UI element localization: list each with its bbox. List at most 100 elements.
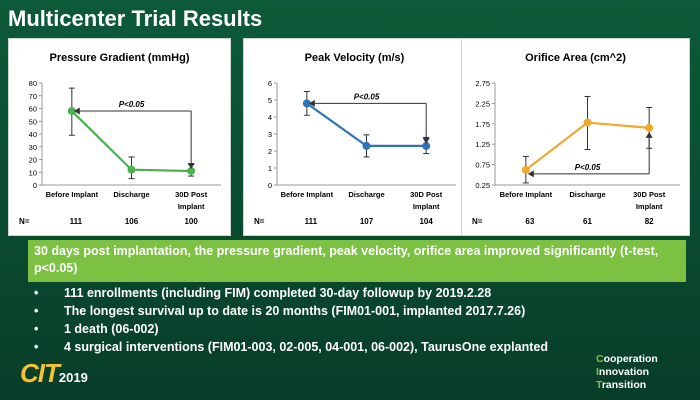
annotation-arrowhead [527,170,534,178]
chart-title: Pressure Gradient (mmHg) [50,52,190,64]
tagline-rest: ransition [601,379,647,391]
x-tick-label: Before Implant [281,190,334,199]
peak-velocity-chart: Peak Velocity (m/s) 0 1 2 3 4 5 6 Before Implant… [254,52,456,226]
orifice-area-chart: Orifice Area (cm^2) 0.25 0.75 1.25 1.75 2.25 2… [472,52,680,226]
tagline-line: Transition [596,379,658,392]
tagline-initial: I [596,366,599,378]
y-tick-label: 0.75 [475,161,490,170]
x-tick-label: 30D Post [633,190,666,199]
y-tick-label: 10 [29,168,37,177]
findings-list-item: • The longest survival up to date is 20 m… [34,302,548,320]
x-tick-label: 30D Post [175,190,208,199]
pressure-gradient-panel: Pressure Gradient (mmHg) 0 10 20 30 40 50 60 70 8… [8,38,231,236]
cit-logo: CIT2019 [20,358,88,389]
y-tick-label: 1.75 [475,120,490,129]
bullet-marker: • [34,304,39,318]
bullet-marker: • [34,340,39,354]
pressure-gradient-chart: Pressure Gradient (mmHg) 0 10 20 30 40 50 60 70 8… [19,52,221,226]
y-tick-label: 1 [268,164,272,173]
orifice-area-panel: Orifice Area (cm^2) 0.25 0.75 1.25 1.75 2.25 2… [461,38,690,236]
y-tick-label: 50 [29,117,37,126]
x-tick-label: Implant [413,202,440,211]
x-tick-label: Before Implant [46,190,99,199]
x-tick-label: Discharge [569,190,605,199]
tagline: Cooperation Innovation Transition [596,353,658,392]
x-tick-label: Discharge [348,190,384,199]
y-tick-label: 2 [268,147,272,156]
tagline-rest: ooperation [603,353,658,365]
n-value: 111 [305,217,318,226]
annotation-arrowhead [73,107,80,115]
data-point [422,141,431,150]
chart-title: Orifice Area (cm^2) [525,52,626,64]
n-value: 61 [583,217,592,226]
y-tick-label: 60 [29,105,37,114]
x-tick-label: Implant [178,202,205,211]
n-value: 100 [184,217,198,226]
finding-text: 111 enrollments (including FIM) complete… [64,286,492,300]
n-label: N= [472,217,483,226]
y-tick-label: 20 [29,156,37,165]
n-value: 111 [70,217,83,226]
x-tick-label: Before Implant [500,190,553,199]
tagline-initial: C [596,353,604,365]
cit-logo-mark: CIT [20,358,60,388]
n-value: 82 [645,217,654,226]
x-tick-label: 30D Post [410,190,443,199]
tagline-line: Innovation [596,366,658,379]
y-tick-label: 80 [29,79,37,88]
tagline-line: Cooperation [596,353,658,366]
cit-logo-year: 2019 [58,370,88,385]
data-point [362,141,371,150]
y-tick-label: 0 [268,181,272,190]
findings-list-item: • 1 death (06-002) [34,320,548,338]
bullet-marker: • [34,286,39,300]
data-point [187,166,196,175]
tagline-rest: nnovation [598,366,650,378]
data-point [67,107,76,116]
annotation-arrowhead [645,131,653,138]
y-tick-label: 6 [268,79,272,88]
finding-text: The longest survival up to date is 20 mo… [64,304,526,318]
chart-title: Peak Velocity (m/s) [305,52,405,64]
findings-list-item: • 111 enrollments (including FIM) complet… [34,284,548,302]
significance-label: P<0.05 [575,163,601,172]
x-tick-label: Implant [636,202,663,211]
y-tick-label: 0.25 [475,181,490,190]
n-value: 106 [125,217,139,226]
y-tick-label: 40 [29,130,37,139]
y-tick-label: 5 [268,96,272,105]
significance-label: P<0.05 [354,92,380,101]
y-tick-label: 3 [268,130,272,139]
y-tick-label: 30 [29,143,37,152]
annotation-arrowhead [308,99,315,107]
data-point [302,99,311,108]
data-point [521,165,530,174]
finding-text: 4 surgical interventions (FIM01-003, 02-… [64,340,548,354]
findings-list-item: • 4 surgical interventions (FIM01-003, 02… [34,338,548,356]
tagline-initial: T [596,379,602,391]
y-tick-label: 4 [268,113,272,122]
n-value: 63 [525,217,534,226]
y-tick-label: 1.25 [475,140,490,149]
bullet-marker: • [34,322,39,336]
annotation-arrowhead [422,137,430,144]
peak-velocity-panel: Peak Velocity (m/s) 0 1 2 3 4 5 6 Before Implant… [243,38,466,236]
x-tick-label: Discharge [113,190,149,199]
significance-label: P<0.05 [119,100,145,109]
n-label: N= [19,217,30,226]
n-label: N= [254,217,265,226]
slide-title: Multicenter Trial Results [8,6,263,31]
findings-list: • 111 enrollments (including FIM) complet… [34,284,548,356]
data-point [583,118,592,127]
data-point [645,123,654,132]
y-tick-label: 2.25 [475,99,490,108]
n-value: 104 [419,217,433,226]
annotation-arrowhead [187,162,195,169]
data-point [127,165,136,174]
n-value: 107 [360,217,374,226]
y-tick-label: 70 [29,92,37,101]
y-tick-label: 0 [33,181,37,190]
summary-banner: 30 days post implantation, the pressure … [28,240,686,282]
